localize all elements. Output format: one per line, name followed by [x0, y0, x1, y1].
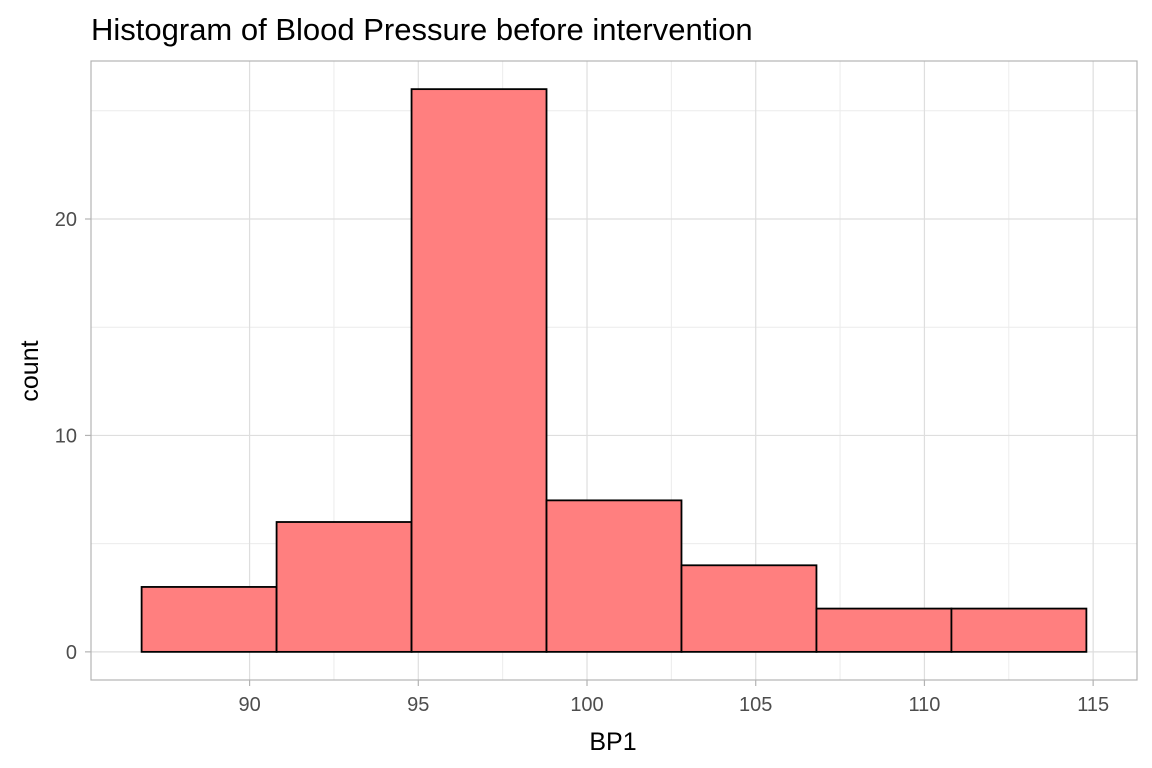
panel-border: [90, 60, 1138, 681]
y-tick-label: 20: [55, 209, 77, 231]
x-tick-label: 105: [739, 694, 772, 716]
histogram-bar: [950, 607, 1088, 653]
x-tick-label: 95: [407, 694, 429, 716]
x-tick-label: 100: [570, 694, 603, 716]
x-tick-label: 110: [908, 694, 940, 716]
histogram-bar: [140, 586, 278, 653]
y-tick-label: 0: [66, 642, 77, 664]
chart-title: Histogram of Blood Pressure before inter…: [91, 12, 753, 47]
plot-panel: 90 95 100 105 110 115 0 10 20: [55, 60, 1138, 716]
histogram-bar: [815, 607, 953, 653]
histogram-bar: [545, 499, 683, 653]
x-axis-title: BP1: [589, 728, 636, 756]
x-tick-label: 115: [1077, 694, 1109, 716]
y-tick-label: 10: [55, 425, 77, 447]
histogram-bar: [275, 521, 413, 653]
histogram-bar: [680, 564, 818, 653]
x-tick-label: 90: [238, 694, 260, 716]
histogram-bar: [410, 88, 548, 653]
y-axis-title: count: [16, 340, 44, 401]
